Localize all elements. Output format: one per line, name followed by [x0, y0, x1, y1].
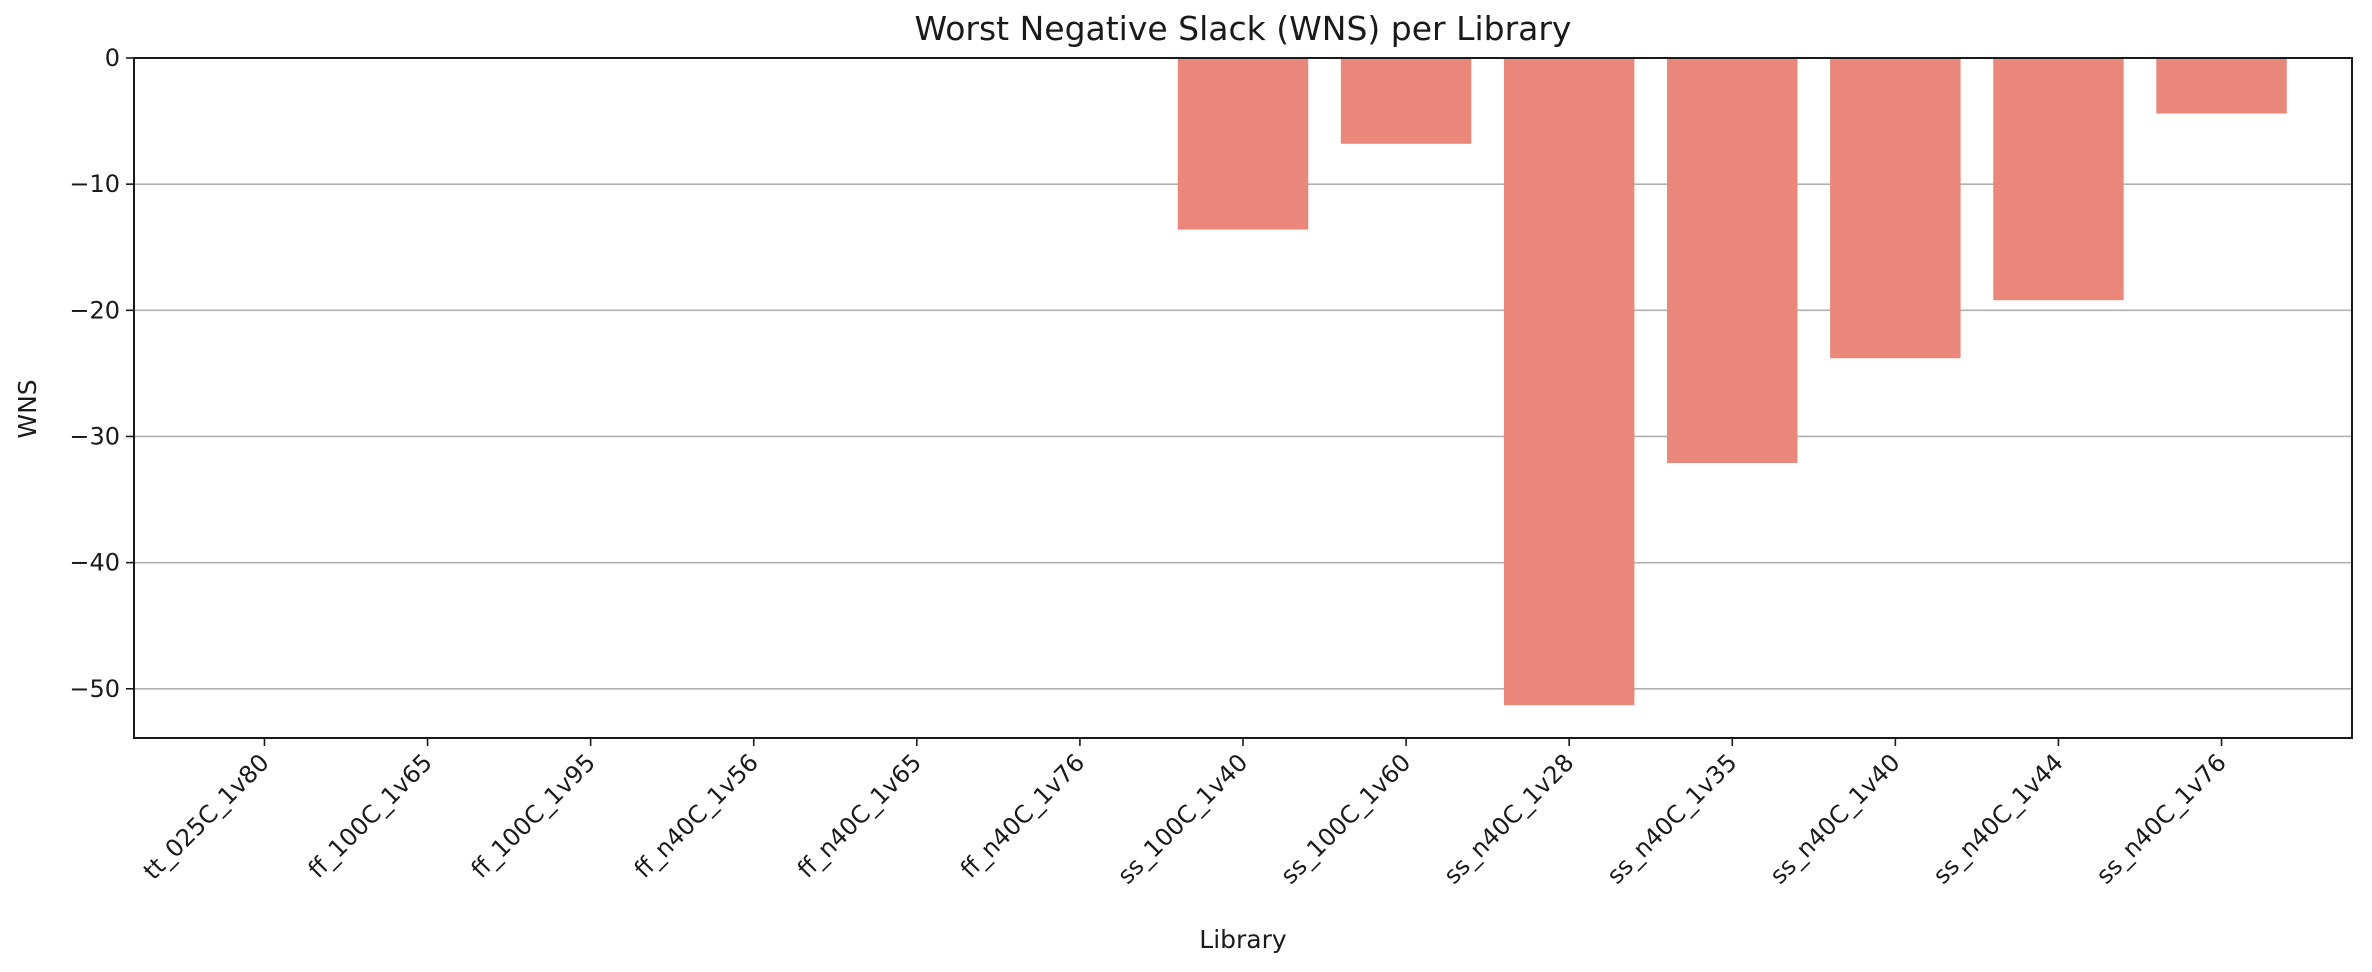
- y-axis-ticks: 0 −10 −20 −30 −40 −50: [69, 44, 134, 703]
- y-tick-label: −30: [69, 422, 120, 450]
- bar-ss_100C_1v60: [1340, 58, 1472, 144]
- bar-ss_n40C_1v76: [2156, 58, 2287, 114]
- x-tick-label: ss_100C_1v40: [1112, 748, 1253, 889]
- bar-ss_n40C_1v35: [1667, 58, 1798, 463]
- bar-ss_n40C_1v44: [1993, 58, 2124, 301]
- bar-ss_n40C_1v28: [1503, 58, 1635, 706]
- x-tick-label: ff_100C_1v65: [303, 748, 438, 883]
- x-tick-label: tt_025C_1v80: [138, 748, 275, 885]
- y-tick-label: −50: [69, 675, 120, 703]
- y-axis-label: WNS: [13, 379, 42, 438]
- bar-ss_n40C_1v40: [1830, 58, 1961, 359]
- x-tick-label: ss_n40C_1v40: [1765, 748, 1906, 889]
- y-tick-label: −20: [69, 296, 120, 324]
- x-tick-label: ff_100C_1v95: [466, 748, 601, 883]
- y-tick-label: −40: [69, 549, 120, 577]
- x-axis-label: Library: [1199, 925, 1287, 954]
- x-tick-label: ff_n40C_1v65: [792, 748, 927, 883]
- grid-layer: [134, 183, 2352, 690]
- x-tick-label: ss_100C_1v60: [1275, 748, 1416, 889]
- bar-layer: [1177, 58, 2287, 706]
- x-tick-label: ff_n40C_1v76: [955, 748, 1090, 883]
- y-tick-label: −10: [69, 170, 120, 198]
- y-tick-label: 0: [105, 44, 120, 72]
- x-tick-label: ss_n40C_1v44: [1928, 748, 2069, 889]
- x-tick-label: ss_n40C_1v35: [1601, 748, 1742, 889]
- x-tick-label: ff_n40C_1v56: [629, 748, 764, 883]
- x-tick-label: ss_n40C_1v76: [2091, 748, 2232, 889]
- chart-title: Worst Negative Slack (WNS) per Library: [915, 9, 1572, 48]
- x-tick-label: ss_n40C_1v28: [1438, 748, 1579, 889]
- bar-ss_100C_1v40: [1177, 58, 1309, 230]
- x-axis-ticks: tt_025C_1v80 ff_100C_1v65 ff_100C_1v95 ff_n…: [138, 738, 2232, 890]
